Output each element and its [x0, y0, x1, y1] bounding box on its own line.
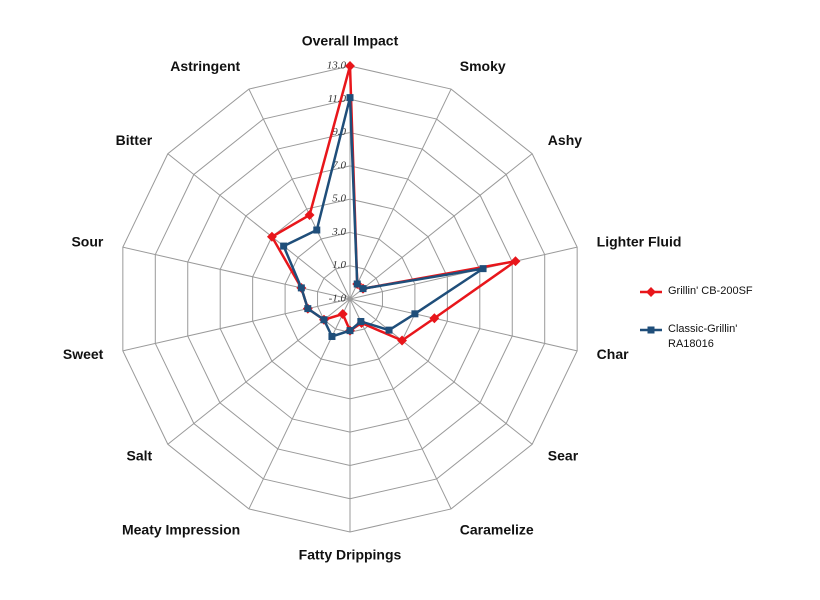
tick-label: 11.0: [328, 93, 347, 105]
series-line: [270, 65, 517, 342]
marker: [346, 94, 354, 102]
marker: [266, 231, 277, 242]
marker: [479, 265, 487, 273]
category-label: Caramelize: [460, 522, 534, 538]
spoke: [349, 153, 533, 300]
category-label: Fatty Drippings: [299, 547, 402, 563]
marker: [385, 326, 393, 334]
category-label: Salt: [127, 447, 153, 463]
spoke: [349, 298, 578, 352]
spoke: [248, 298, 351, 510]
category-label: Char: [597, 346, 629, 362]
spoke: [167, 298, 351, 445]
tick-label: 7.0: [332, 159, 346, 171]
spoke: [122, 246, 351, 300]
spoke: [122, 298, 351, 352]
tick-label: 5.0: [332, 193, 346, 205]
marker: [510, 256, 521, 267]
legend-marker: [646, 287, 656, 297]
legend-label: Classic-Grillin' RA18016: [668, 323, 738, 350]
marker: [304, 210, 315, 220]
spoke: [248, 88, 351, 300]
tick-label: 13.0: [327, 60, 347, 72]
category-label: Smoky: [460, 58, 506, 74]
marker: [304, 305, 312, 313]
category-label: Sweet: [63, 346, 104, 362]
marker: [297, 284, 305, 292]
marker: [345, 61, 355, 71]
marker: [357, 317, 365, 325]
tick-label: 1.0: [332, 259, 346, 271]
category-label: Astringent: [170, 58, 240, 74]
spoke: [167, 153, 351, 300]
category-label: Overall Impact: [302, 33, 399, 49]
spoke: [349, 88, 452, 300]
tick-label: -1.0: [329, 293, 347, 305]
tick-label: 3.0: [331, 226, 346, 238]
marker: [411, 310, 419, 318]
category-label: Sour: [71, 233, 103, 249]
spoke: [349, 298, 533, 445]
category-label: Sear: [548, 447, 579, 463]
category-label: Lighter Fluid: [597, 233, 682, 249]
legend-label: Grillin' CB-200SF: [668, 285, 753, 297]
marker: [320, 316, 328, 324]
marker: [313, 226, 321, 234]
marker: [353, 280, 361, 288]
legend-marker: [647, 326, 655, 334]
category-label: Bitter: [116, 132, 153, 148]
marker: [328, 332, 336, 340]
category-label: Ashy: [548, 132, 582, 148]
spoke: [349, 298, 452, 510]
marker: [429, 313, 440, 324]
marker: [346, 327, 354, 335]
marker: [280, 242, 288, 250]
marker: [337, 309, 348, 319]
category-label: Meaty Impression: [122, 522, 240, 538]
marker: [359, 285, 367, 293]
marker: [397, 335, 407, 346]
